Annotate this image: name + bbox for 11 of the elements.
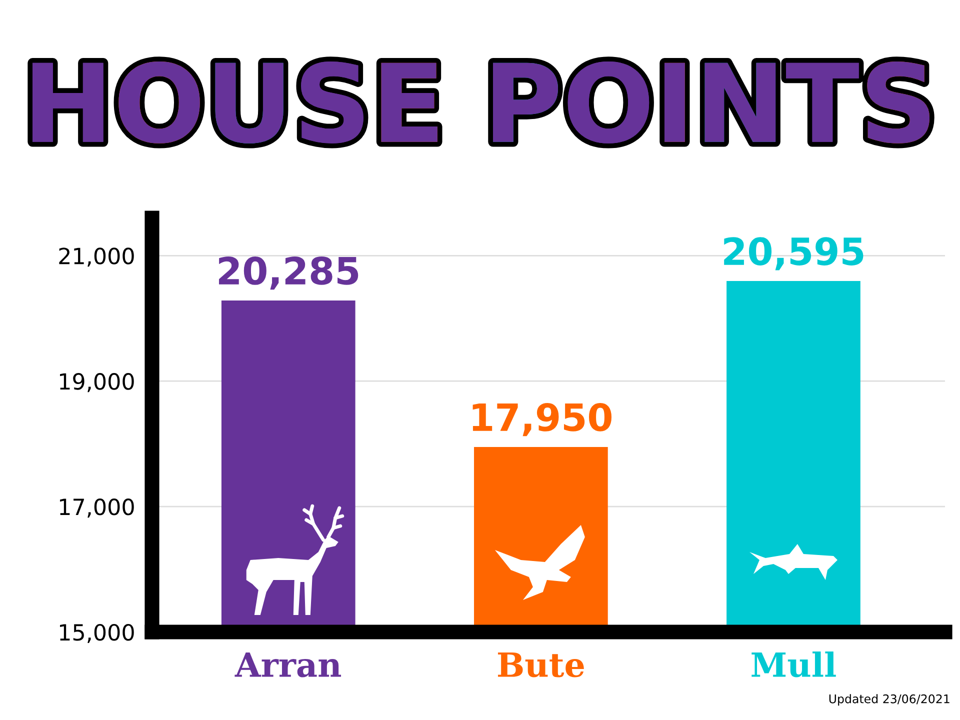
x-tick-label: Mull	[752, 651, 836, 678]
data-label: 20,595	[724, 237, 864, 270]
y-tick-label: 19,000	[60, 373, 134, 392]
x-tick-label: Bute	[498, 652, 584, 678]
y-tick-label: 15,000	[60, 624, 134, 644]
data-label: 20,285	[218, 256, 358, 290]
x-tick-label: Arran	[234, 652, 342, 678]
y-tick-label: 21,000	[59, 248, 134, 267]
text: Updated 23/06/2021	[829, 694, 950, 706]
y-tick-label: 17,000	[60, 498, 134, 518]
data-label: 17,950	[472, 402, 612, 436]
